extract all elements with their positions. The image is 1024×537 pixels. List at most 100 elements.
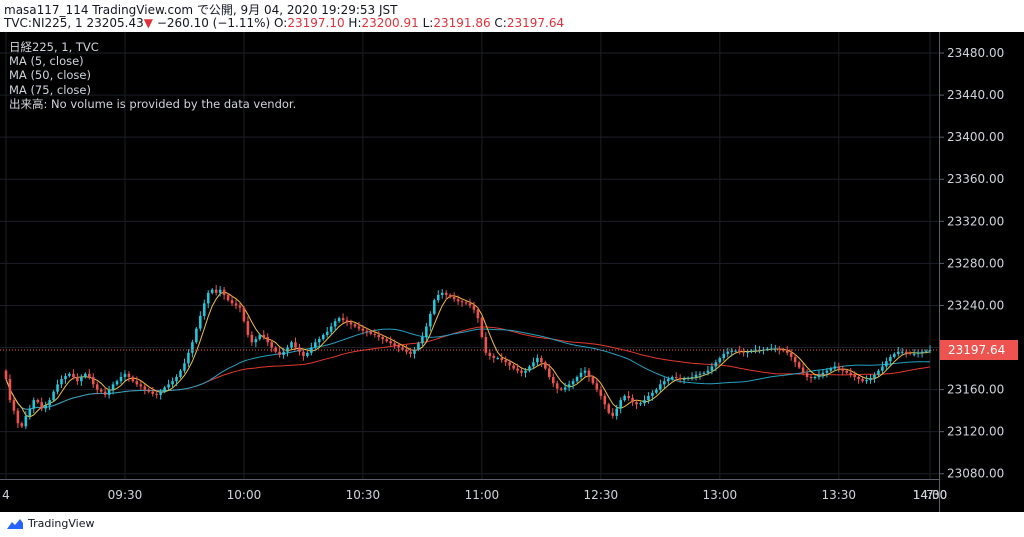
candle	[750, 349, 753, 354]
candle	[206, 290, 210, 309]
candle	[599, 385, 603, 400]
candle	[631, 394, 634, 406]
candle	[912, 349, 916, 357]
candle	[619, 397, 622, 414]
down-arrow-icon: ▼	[143, 16, 153, 30]
candle	[575, 375, 579, 383]
candle	[829, 366, 833, 373]
candle	[357, 321, 361, 332]
candle	[333, 318, 337, 332]
candle	[28, 404, 32, 420]
candle	[171, 377, 174, 389]
candle	[682, 376, 686, 384]
candle	[84, 372, 87, 379]
candle	[476, 307, 480, 323]
candle	[559, 386, 563, 392]
chart-legend: 日経225, 1, TVC MA (5, close) MA (50, clos…	[9, 40, 296, 111]
low-label: L:	[422, 16, 434, 30]
candle	[377, 331, 381, 341]
candle	[373, 329, 377, 338]
candle	[833, 361, 837, 372]
candle	[663, 377, 666, 389]
candle	[793, 354, 797, 367]
candle	[778, 345, 781, 355]
candle	[627, 391, 630, 401]
candle	[175, 374, 178, 386]
candle	[873, 372, 876, 383]
candle	[246, 316, 250, 338]
publish-line: masa117_114 TradingView.com で公開, 9月 04, …	[4, 3, 398, 17]
candle	[8, 374, 12, 403]
tradingview-icon	[7, 518, 23, 529]
candle	[893, 352, 896, 359]
y-tick-label: 23360.00	[947, 172, 1004, 186]
candle	[250, 331, 254, 346]
candle	[436, 290, 440, 303]
price-axis[interactable]: 23080.0023120.0023160.0023200.0023240.00…	[939, 46, 1004, 481]
candle	[349, 319, 353, 330]
x-tick-label: 13:30	[821, 488, 856, 502]
candle	[548, 363, 551, 380]
x-tick-label: 11:00	[465, 488, 500, 502]
candle	[40, 397, 43, 412]
brand-name: TradingView	[28, 517, 95, 530]
candle	[286, 344, 289, 357]
candle	[920, 349, 924, 358]
x-tick-label: 13:00	[703, 488, 738, 502]
candle	[76, 373, 79, 385]
candle	[484, 332, 488, 356]
candle	[900, 348, 904, 356]
candle	[12, 396, 16, 415]
legend-ma75: MA (75, close)	[9, 82, 91, 97]
y-tick-label: 23400.00	[947, 130, 1004, 144]
candle	[686, 376, 690, 381]
candle	[738, 345, 741, 355]
candle	[488, 349, 492, 360]
candle	[103, 386, 107, 398]
candle	[889, 354, 892, 366]
candle	[516, 363, 519, 374]
x-tick-label: 09:30	[108, 488, 143, 502]
candle	[555, 380, 559, 394]
x-tick-label: 14:00	[913, 488, 948, 502]
candle	[460, 298, 464, 308]
candle	[440, 289, 444, 299]
candle	[813, 375, 817, 380]
current-price-label: 23197.64	[948, 343, 1005, 357]
candle	[508, 359, 511, 371]
candle	[321, 333, 325, 341]
candle	[857, 374, 860, 384]
open-value: 23197.10	[287, 16, 345, 30]
candle	[329, 322, 333, 336]
candle	[24, 411, 28, 430]
candle	[797, 360, 801, 370]
candle	[290, 340, 293, 350]
candle	[678, 374, 682, 383]
candle	[762, 347, 765, 355]
candle	[345, 316, 349, 326]
candle	[91, 373, 95, 389]
candle	[524, 368, 527, 378]
tradingview-logo[interactable]: TradingView	[6, 517, 94, 530]
candle	[365, 328, 369, 337]
candle	[417, 341, 420, 352]
candle	[127, 371, 131, 382]
candle	[135, 376, 139, 387]
time-axis[interactable]: 4 09:30 10:00 10:30 11:00 12:30 13:00 13:30 14:0…	[2, 488, 947, 502]
candle	[690, 372, 694, 381]
candle	[583, 366, 587, 377]
candle	[754, 344, 757, 354]
candle	[865, 375, 868, 384]
candle	[306, 351, 309, 358]
price-chart[interactable]: 23080.0023120.0023160.0023200.0023240.00…	[0, 32, 1024, 512]
candle	[195, 327, 198, 344]
candle	[230, 295, 234, 306]
y-tick-label: 23440.00	[947, 88, 1004, 102]
high-value: 23200.91	[361, 16, 419, 30]
legend-volume-note: 出来高: No volume is provided by the data v…	[9, 96, 297, 111]
candle	[187, 349, 190, 367]
candle	[80, 374, 83, 386]
candle	[611, 408, 615, 419]
candle	[500, 353, 503, 363]
candle	[853, 371, 856, 381]
